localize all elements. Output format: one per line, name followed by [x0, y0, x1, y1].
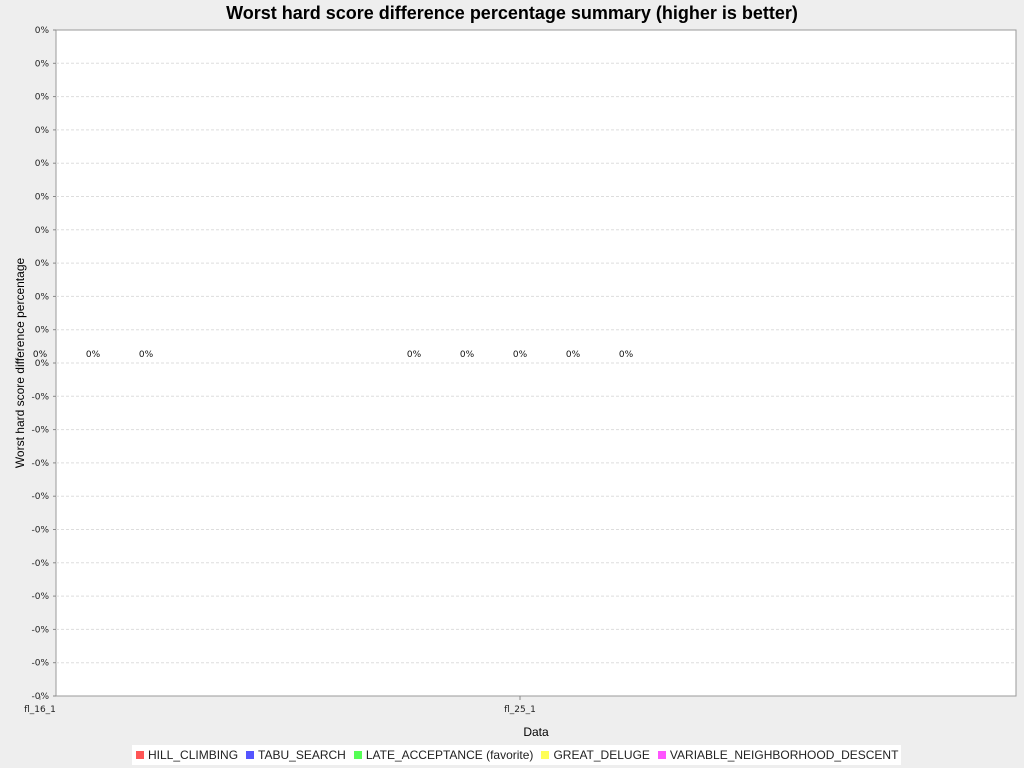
legend-label: GREAT_DELUGE — [553, 748, 650, 762]
y-tick-label: 0% — [35, 193, 50, 203]
data-label: 0% — [619, 350, 634, 360]
x-axis-ticks: fl_16_1 fl_25_1 — [24, 696, 536, 715]
y-tick-label: 0% — [35, 259, 50, 269]
legend-label: HILL_CLIMBING — [148, 748, 239, 762]
y-tick-label: 0% — [35, 359, 50, 369]
y-tick-label: -0% — [31, 592, 49, 602]
chart-title: Worst hard score difference percentage s… — [226, 3, 798, 23]
x-tick-label: fl_25_1 — [504, 705, 536, 715]
data-label: 0% — [407, 350, 422, 360]
legend-item: HILL_CLIMBING — [134, 748, 238, 762]
y-tick-label: 0% — [35, 159, 50, 169]
legend-swatch — [541, 751, 550, 759]
legend-swatch — [353, 751, 362, 759]
y-axis-ticks: 0%0%0%0%0%0%0%0%0%0%0%-0%-0%-0%-0%-0%-0%… — [31, 26, 56, 702]
y-tick-label: -0% — [31, 526, 49, 536]
y-tick-label: -0% — [31, 492, 49, 502]
y-tick-label: 0% — [35, 326, 50, 336]
legend-swatch — [136, 751, 144, 759]
data-label: 0% — [86, 350, 101, 360]
legend-swatch — [657, 751, 666, 759]
legend-label: TABU_SEARCH — [258, 748, 346, 762]
y-tick-label: 0% — [35, 93, 50, 103]
legend: HILL_CLIMBING TABU_SEARCH LATE_ACCEPTANCE … — [132, 745, 902, 765]
y-tick-label: 0% — [35, 126, 50, 136]
legend-item: LATE_ACCEPTANCE (favorite) — [352, 748, 534, 762]
x-tick-label: fl_16_1 — [24, 705, 56, 715]
y-tick-label: -0% — [31, 459, 49, 469]
legend-label: VARIABLE_NEIGHBORHOOD_DESCENT — [669, 748, 899, 762]
legend-label: LATE_ACCEPTANCE (favorite) — [365, 748, 534, 762]
y-tick-label: -0% — [31, 625, 49, 635]
legend-item: VARIABLE_NEIGHBORHOOD_DESCENT — [656, 748, 899, 762]
legend-swatch — [246, 751, 255, 759]
data-label: 0% — [460, 350, 475, 360]
legend-item: TABU_SEARCH — [244, 748, 346, 762]
y-tick-label: -0% — [31, 392, 49, 402]
y-tick-label: -0% — [31, 559, 49, 569]
data-label: 0% — [33, 350, 48, 360]
y-tick-label: -0% — [31, 426, 49, 436]
data-labels: 0%0%0%0%0%0%0%0%0%0% — [33, 350, 634, 360]
data-label: 0% — [566, 350, 581, 360]
data-label: 0% — [513, 350, 528, 360]
y-tick-label: 0% — [35, 292, 50, 302]
y-tick-label: -0% — [31, 659, 49, 669]
data-label: 0% — [139, 350, 154, 360]
y-tick-label: 0% — [35, 59, 50, 69]
legend-item: GREAT_DELUGE — [539, 748, 650, 762]
y-tick-label: 0% — [35, 26, 50, 36]
y-tick-label: 0% — [35, 226, 50, 236]
gridlines — [56, 62, 1016, 664]
x-axis-label: Data — [523, 725, 549, 739]
